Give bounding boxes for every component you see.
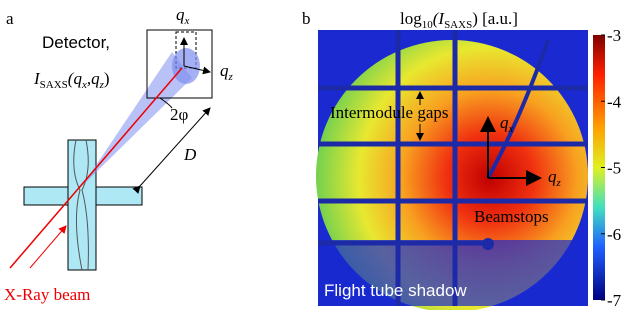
t: log (400, 9, 422, 28)
t: z (99, 79, 105, 91)
detector-label: Detector, (42, 33, 110, 52)
beamstop-wire (486, 39, 550, 179)
panel-a: a Detector, ISAXS(qx,qz) qx qz 2φ D X-Ra… (4, 5, 234, 304)
colorbar-tick-label: -5 (607, 159, 621, 178)
beamstop (482, 238, 494, 250)
t: q (176, 5, 185, 24)
intensity-label: ISAXS(qx,qz) (33, 69, 110, 91)
t: SAXS (444, 19, 472, 31)
panel-label: b (302, 9, 311, 28)
colorbar-tick-label: -7 (607, 291, 622, 310)
t: ,q (87, 69, 100, 88)
t: q (548, 167, 557, 186)
t: q (500, 113, 509, 132)
gaps (318, 30, 588, 306)
t: x (184, 15, 190, 27)
t: ) [a.u.] (472, 9, 518, 28)
distance-label: D (183, 145, 197, 164)
panel-b: b log10(ISAXS) [a.u.] qx qz Intermodule … (302, 9, 605, 310)
t: (q (68, 69, 83, 88)
colorbar-tick-label: -3 (607, 26, 621, 45)
tube (91, 186, 143, 206)
jet (67, 139, 97, 271)
qz-label: qz (548, 167, 562, 189)
t: I (33, 69, 41, 88)
beam (9, 67, 183, 269)
t: 10 (422, 19, 434, 31)
beam-label: X-Ray beam (4, 285, 90, 304)
panel-label: a (6, 9, 14, 28)
t: (I (433, 9, 446, 28)
detector-box (146, 29, 213, 99)
gaps-label: Intermodule gaps (330, 103, 449, 122)
t: ) (104, 69, 110, 88)
t: x (81, 79, 87, 91)
qz-arrow (183, 65, 211, 75)
colorbar-tick-label: -6 (607, 225, 621, 244)
jet-texture (73, 139, 89, 271)
qz-label: qz (220, 61, 234, 83)
t: q (220, 61, 229, 80)
qx-label: qx (500, 113, 514, 135)
colorbar-tick-label: -4 (607, 92, 622, 111)
colorbar-title: log10(ISAXS) [a.u.] (400, 9, 518, 31)
beam-arrow (29, 225, 67, 269)
t: z (228, 71, 234, 83)
shadow-label: Flight tube shadow (324, 281, 467, 300)
distance-arrow (132, 107, 211, 194)
t: SAXS (40, 79, 68, 91)
t: z (556, 177, 562, 189)
beamstops-label: Beamstops (474, 207, 549, 226)
qx-label: qx (176, 5, 190, 27)
angle-label: 2φ (170, 105, 189, 124)
t: x (508, 123, 514, 135)
